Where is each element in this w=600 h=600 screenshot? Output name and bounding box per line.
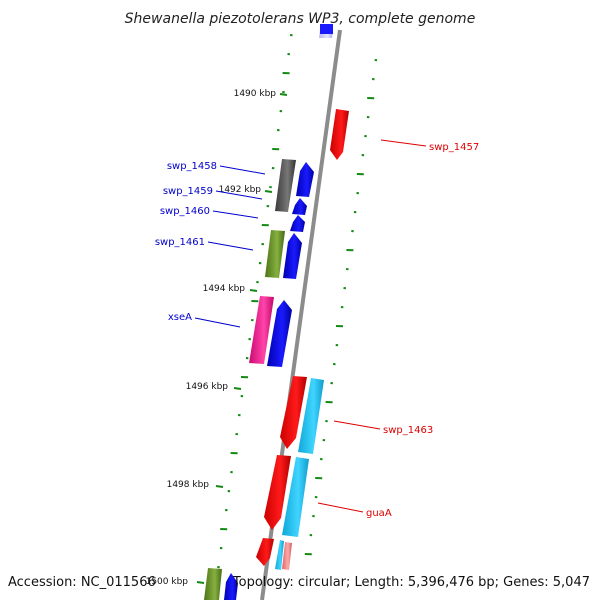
gene-label-swp_1461[interactable]: swp_1461 — [155, 237, 205, 248]
gene-label-swp_1457[interactable]: swp_1457 — [429, 142, 479, 153]
feature-track — [204, 24, 349, 600]
leader-line — [212, 210, 259, 219]
cog-swp_1458[interactable] — [275, 159, 296, 212]
gene-swp_1459[interactable] — [292, 198, 307, 215]
gene-swp_1463[interactable] — [280, 376, 307, 449]
cds-feature-bottom[interactable] — [224, 573, 238, 600]
cds-feature-small[interactable] — [256, 538, 274, 566]
scale-ticks: 1490 kbp 1492 kbp 1494 kbp 1496 kbp 1498… — [146, 89, 288, 587]
map-title: Shewanella piezotolerans WP3, complete g… — [125, 11, 476, 27]
cog-xseA[interactable] — [249, 296, 274, 364]
tick-label: 1492 kbp — [219, 185, 262, 195]
leader-line — [333, 420, 381, 430]
gc-content-track — [214, 34, 378, 588]
accession-text: Accession: NC_011566 — [8, 575, 156, 590]
gene-swp_1457[interactable] — [330, 109, 349, 160]
cog-swp_1463[interactable] — [298, 378, 324, 454]
tick-mark — [249, 289, 258, 292]
gene-labels: swp_1457 swp_1458 swp_1459 swp_1460 swp_… — [155, 139, 479, 519]
gene-swp_1458[interactable] — [296, 162, 314, 197]
leader-line — [219, 165, 266, 175]
tick-mark — [215, 485, 224, 488]
tick-mark — [196, 581, 205, 584]
tick-label: 1494 kbp — [203, 284, 246, 294]
leader-line — [215, 190, 263, 200]
gene-label-swp_1463[interactable]: swp_1463 — [383, 425, 433, 436]
leader-line — [207, 241, 254, 251]
gene-label-swp_1460[interactable]: swp_1460 — [160, 206, 210, 217]
gene-swp_1460[interactable] — [290, 215, 305, 232]
tick-label: 1498 kbp — [167, 480, 210, 490]
tick-label: 1500 kbp — [146, 577, 189, 587]
leader-line — [317, 502, 364, 513]
gene-guaA[interactable] — [264, 455, 291, 530]
topology-text: Topology: circular; Length: 5,396,476 bp… — [232, 575, 590, 590]
gene-swp_1461[interactable] — [283, 233, 302, 279]
leader-line — [380, 139, 427, 147]
cds-feature-top[interactable] — [320, 24, 333, 34]
tick-label: 1496 kbp — [186, 382, 229, 392]
gene-label-guaA[interactable]: guaA — [366, 508, 392, 519]
gene-label-swp_1458[interactable]: swp_1458 — [167, 161, 217, 172]
cog-swp_1461[interactable] — [265, 230, 285, 278]
gene-label-swp_1459[interactable]: swp_1459 — [163, 186, 213, 197]
tick-mark — [279, 93, 288, 96]
cds-feature-bottom[interactable] — [204, 568, 222, 600]
tick-label: 1490 kbp — [234, 89, 277, 99]
gene-xseA[interactable] — [267, 300, 292, 367]
gene-label-xseA[interactable]: xseA — [168, 312, 192, 323]
cds-feature-small[interactable] — [282, 542, 292, 570]
cog-guaA[interactable] — [282, 457, 309, 537]
tick-mark — [233, 387, 242, 390]
tick-mark — [264, 190, 273, 193]
leader-line — [194, 317, 241, 328]
cds-feature-small[interactable] — [275, 540, 284, 570]
